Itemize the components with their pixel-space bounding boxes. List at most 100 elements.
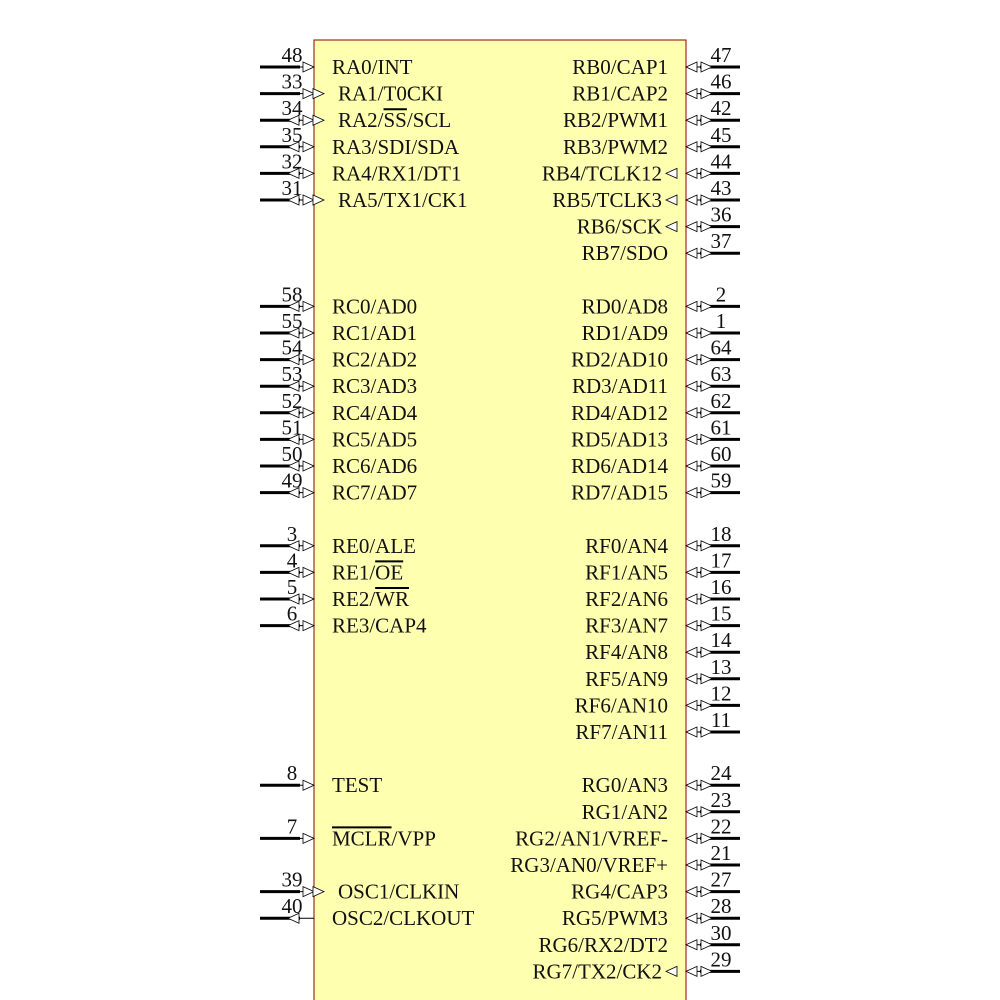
input-arrow-icon xyxy=(302,167,315,180)
pin-number: 63 xyxy=(711,362,732,386)
input-arrow-icon xyxy=(685,779,698,791)
pin-label: MCLR/VPP xyxy=(332,826,436,850)
input-arrow-icon xyxy=(685,460,698,472)
input-arrow-icon xyxy=(302,460,315,472)
output-arrow-icon xyxy=(287,540,300,552)
pin-number: 4 xyxy=(287,548,298,572)
pin-label: OSC1/CLKIN xyxy=(338,880,459,904)
pin-45: 45 RB3/PWM2 xyxy=(563,123,740,159)
pin-number: 54 xyxy=(282,336,304,360)
pin-number: 62 xyxy=(711,389,732,413)
pin-label: RA5/TX1/CK1 xyxy=(338,188,468,212)
pin-59: 59 RD7/AD15 xyxy=(571,469,740,505)
pin-label: RD7/AD15 xyxy=(571,481,668,505)
input-arrow-icon xyxy=(685,859,698,871)
input-arrow-icon xyxy=(685,486,698,499)
pin-number: 59 xyxy=(711,469,732,493)
pin-label: RF1/AN5 xyxy=(585,560,668,584)
input-arrow-icon xyxy=(302,540,315,552)
pin-number: 18 xyxy=(711,522,732,546)
input-arrow-icon xyxy=(302,779,315,791)
input-arrow-icon xyxy=(302,566,315,579)
output-arrow-icon xyxy=(287,194,300,206)
pin-11: 11 RF7/AN11 xyxy=(575,708,740,744)
pin-number: 49 xyxy=(282,469,303,493)
pin-18: 18 RF0/AN4 xyxy=(585,522,740,558)
pin-number: 53 xyxy=(282,362,303,386)
output-arrow-icon xyxy=(287,912,300,924)
output-arrow-icon xyxy=(287,619,300,632)
pin-61: 61 RD5/AD13 xyxy=(571,415,740,451)
input-arrow-icon xyxy=(302,832,315,845)
pin-8: 8 TEST xyxy=(260,761,382,797)
pin-47: 47 RB0/CAP1 xyxy=(572,43,740,79)
pin-number: 42 xyxy=(711,96,732,120)
pin-64: 64 RD2/AD10 xyxy=(571,336,740,372)
output-arrow-icon xyxy=(700,885,713,898)
pin-label: OSC2/CLKOUT xyxy=(332,906,475,930)
input-arrow-icon xyxy=(685,912,698,924)
pin-number: 27 xyxy=(711,868,732,892)
pin-16: 16 RF2/AN6 xyxy=(585,575,740,611)
pin-53: 53 RC3/AD3 xyxy=(260,362,417,398)
pin-number: 22 xyxy=(711,814,732,838)
pin-label: RD6/AD14 xyxy=(571,454,668,478)
pin-number: 52 xyxy=(282,389,303,413)
pin-51: 51 RC5/AD5 xyxy=(260,415,417,451)
output-arrow-icon xyxy=(700,327,713,339)
pin-number: 13 xyxy=(711,655,732,679)
pin-number: 17 xyxy=(711,548,732,572)
pin-24: 24 RG0/AN3 xyxy=(582,761,740,797)
pin-number: 47 xyxy=(711,43,732,67)
output-arrow-icon xyxy=(700,593,713,605)
output-arrow-icon xyxy=(287,486,300,499)
pin-label: RF3/AN7 xyxy=(585,614,668,638)
output-arrow-icon xyxy=(287,114,300,126)
pin-label: RD4/AD12 xyxy=(571,401,668,425)
pin-54: 54 RC2/AD2 xyxy=(260,336,417,372)
input-arrow-icon xyxy=(302,619,315,632)
pin-number: 29 xyxy=(711,947,732,971)
pin-number: 31 xyxy=(282,176,303,200)
pin-label: RC3/AD3 xyxy=(332,374,417,398)
pin-number: 39 xyxy=(282,868,303,892)
pin-58: 58 RC0/AD0 xyxy=(260,282,417,318)
pin-label: RG2/AN1/VREF- xyxy=(515,826,668,850)
pin-number: 61 xyxy=(711,415,732,439)
pin-label: RC7/AD7 xyxy=(332,481,417,505)
input-arrow-icon xyxy=(302,300,315,313)
output-arrow-icon xyxy=(287,141,300,153)
input-arrow-icon xyxy=(685,87,698,100)
output-arrow-icon xyxy=(700,433,713,446)
pin-number: 64 xyxy=(711,336,733,360)
pin-12: 12 RF6/AN10 xyxy=(575,681,740,717)
pin-label: RE2/WR xyxy=(332,587,409,611)
output-arrow-icon xyxy=(287,566,300,579)
input-arrow-icon xyxy=(685,939,698,951)
pin-label: RE0/ALE xyxy=(332,534,416,558)
pin-number: 58 xyxy=(282,282,303,306)
input-arrow-icon xyxy=(685,380,698,392)
input-arrow-icon xyxy=(685,593,698,605)
pin-14: 14 RF4/AN8 xyxy=(585,628,740,664)
output-arrow-icon xyxy=(700,912,713,924)
output-arrow-icon xyxy=(700,220,713,233)
pin-label: RG5/PWM3 xyxy=(562,906,668,930)
input-arrow-icon xyxy=(685,114,698,126)
input-arrow-icon xyxy=(302,114,315,126)
pin-label: RG1/AN2 xyxy=(582,800,668,824)
pin-label: RC4/AD4 xyxy=(332,401,418,425)
pin-label: RB2/PWM1 xyxy=(563,108,668,132)
output-arrow-icon xyxy=(700,353,713,366)
input-arrow-icon xyxy=(685,965,698,978)
input-arrow-icon xyxy=(685,194,698,206)
input-arrow-icon xyxy=(302,885,315,898)
input-arrow-icon xyxy=(302,593,315,605)
pin-number: 24 xyxy=(711,761,733,785)
pin-label: RD3/AD11 xyxy=(572,374,668,398)
pin-label: RF5/AN9 xyxy=(585,667,668,691)
output-arrow-icon xyxy=(700,566,713,579)
input-arrow-icon xyxy=(685,220,698,233)
input-arrow-icon xyxy=(685,673,698,685)
